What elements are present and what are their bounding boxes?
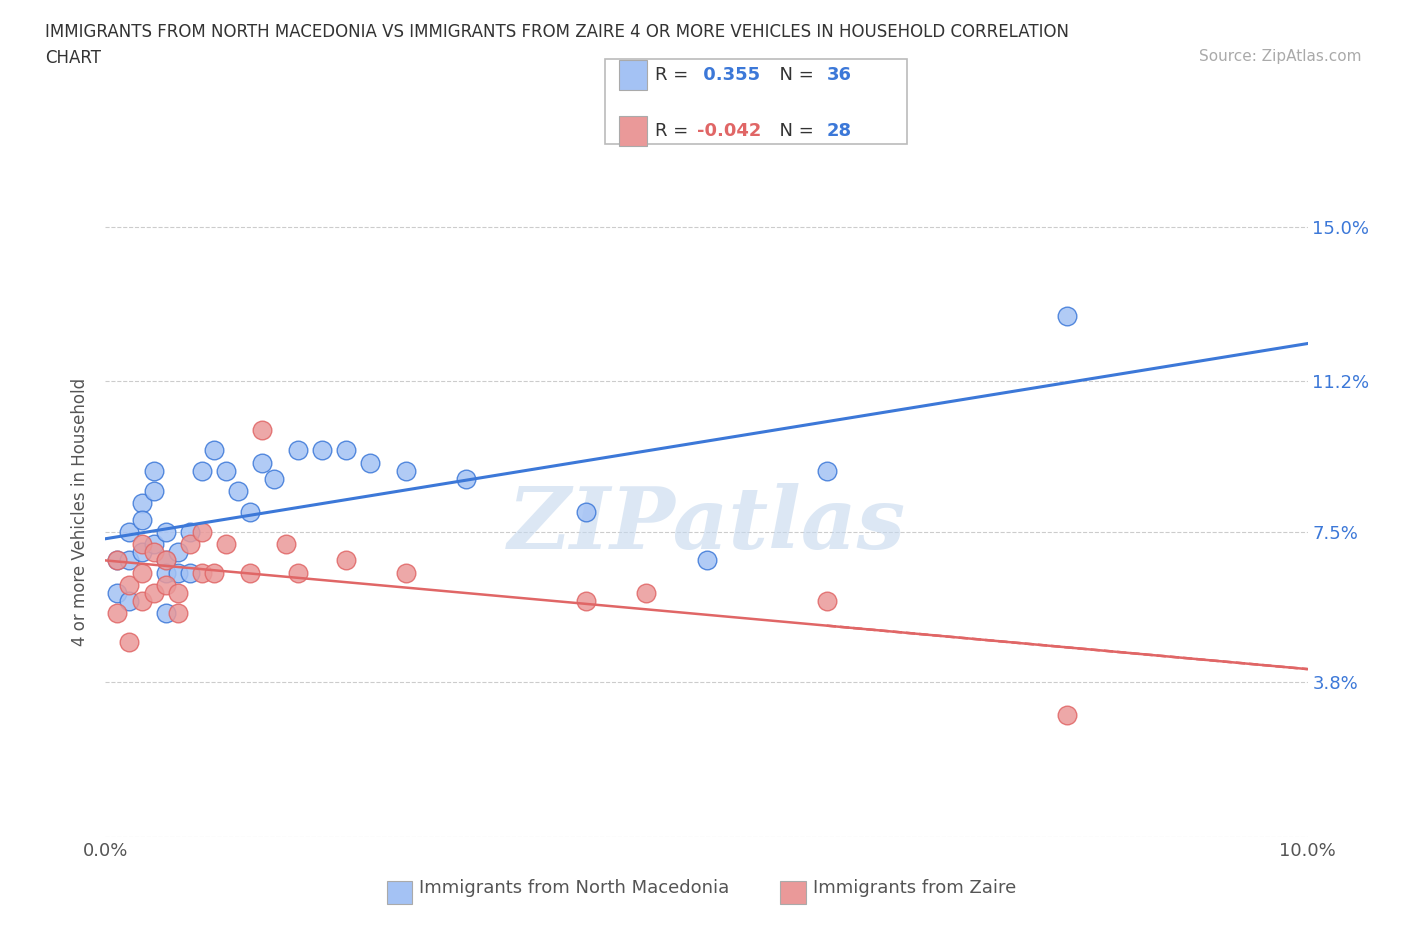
Point bbox=[155, 578, 177, 592]
Point bbox=[335, 443, 357, 458]
Point bbox=[263, 472, 285, 486]
Point bbox=[155, 605, 177, 620]
Point bbox=[239, 504, 262, 519]
Point bbox=[815, 593, 838, 608]
Text: Immigrants from North Macedonia: Immigrants from North Macedonia bbox=[419, 879, 730, 897]
Point bbox=[166, 565, 188, 580]
Point bbox=[190, 525, 212, 539]
Point bbox=[166, 605, 188, 620]
Text: IMMIGRANTS FROM NORTH MACEDONIA VS IMMIGRANTS FROM ZAIRE 4 OR MORE VEHICLES IN H: IMMIGRANTS FROM NORTH MACEDONIA VS IMMIG… bbox=[45, 23, 1069, 41]
Text: N =: N = bbox=[768, 122, 820, 140]
Point bbox=[118, 553, 141, 568]
Point bbox=[575, 593, 598, 608]
Text: ZIPatlas: ZIPatlas bbox=[508, 483, 905, 566]
Point bbox=[815, 463, 838, 478]
Point bbox=[107, 586, 129, 601]
Point bbox=[155, 553, 177, 568]
Text: R =: R = bbox=[655, 122, 695, 140]
Point bbox=[107, 553, 129, 568]
Point bbox=[226, 484, 249, 498]
Point bbox=[250, 456, 273, 471]
Point bbox=[696, 553, 718, 568]
Point bbox=[142, 484, 165, 498]
Point bbox=[142, 537, 165, 551]
Point bbox=[118, 634, 141, 649]
Point bbox=[131, 512, 153, 527]
Point bbox=[131, 545, 153, 560]
Text: R =: R = bbox=[655, 66, 695, 84]
Point bbox=[142, 586, 165, 601]
Point bbox=[202, 443, 225, 458]
Point bbox=[287, 443, 309, 458]
Point bbox=[166, 586, 188, 601]
Text: N =: N = bbox=[768, 66, 820, 84]
Point bbox=[214, 463, 236, 478]
Point bbox=[311, 443, 333, 458]
Text: 0.355: 0.355 bbox=[697, 66, 761, 84]
Point bbox=[190, 463, 212, 478]
Point bbox=[1056, 708, 1078, 723]
Point bbox=[131, 496, 153, 511]
Point bbox=[118, 593, 141, 608]
Text: Source: ZipAtlas.com: Source: ZipAtlas.com bbox=[1198, 49, 1361, 64]
Point bbox=[155, 525, 177, 539]
Point bbox=[107, 553, 129, 568]
Point bbox=[179, 565, 201, 580]
Point bbox=[274, 537, 297, 551]
Point bbox=[359, 456, 381, 471]
Point bbox=[142, 463, 165, 478]
Point bbox=[155, 553, 177, 568]
Text: Immigrants from Zaire: Immigrants from Zaire bbox=[813, 879, 1017, 897]
Point bbox=[395, 463, 418, 478]
Point bbox=[166, 545, 188, 560]
Point bbox=[131, 537, 153, 551]
Point bbox=[118, 578, 141, 592]
Point bbox=[190, 565, 212, 580]
Point bbox=[287, 565, 309, 580]
Point bbox=[202, 565, 225, 580]
Point bbox=[1056, 309, 1078, 324]
Point bbox=[155, 565, 177, 580]
Point bbox=[118, 525, 141, 539]
Point bbox=[335, 553, 357, 568]
Point bbox=[636, 586, 658, 601]
Point bbox=[179, 537, 201, 551]
Text: 28: 28 bbox=[827, 122, 852, 140]
Point bbox=[214, 537, 236, 551]
Point bbox=[131, 565, 153, 580]
Text: -0.042: -0.042 bbox=[697, 122, 762, 140]
Point bbox=[395, 565, 418, 580]
Point bbox=[454, 472, 477, 486]
Point bbox=[142, 545, 165, 560]
Point bbox=[107, 605, 129, 620]
Point bbox=[179, 525, 201, 539]
Text: CHART: CHART bbox=[45, 49, 101, 67]
Y-axis label: 4 or more Vehicles in Household: 4 or more Vehicles in Household bbox=[72, 378, 90, 645]
Text: 36: 36 bbox=[827, 66, 852, 84]
Point bbox=[131, 593, 153, 608]
Point bbox=[250, 423, 273, 438]
Point bbox=[239, 565, 262, 580]
Point bbox=[575, 504, 598, 519]
